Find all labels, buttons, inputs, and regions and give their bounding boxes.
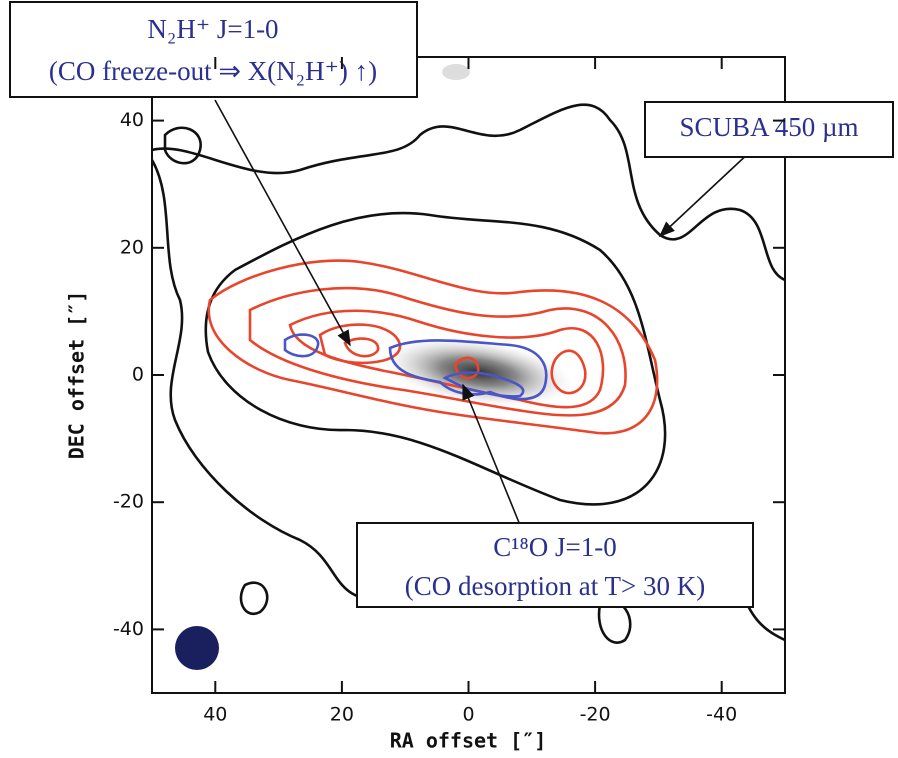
y-tick-label: -20: [113, 491, 144, 513]
beam: [175, 626, 219, 670]
figure: RA offset [″] DEC offset [″] N₂H⁺ J=1-0 …: [0, 0, 898, 758]
x-tick-label: 40: [203, 704, 227, 726]
arrow: [660, 150, 752, 236]
arrow: [215, 100, 350, 345]
x-tick-label: 20: [330, 704, 354, 726]
annotation: C¹⁸O J=1-0: [493, 532, 617, 562]
annotation: (CO freeze-out ⇒ X(N₂H⁺) ↑): [49, 56, 377, 86]
y-tick-label: 20: [120, 236, 144, 258]
annotation: N₂H⁺ J=1-0: [147, 14, 278, 44]
x-axis-label: RA offset [″]: [390, 729, 547, 753]
annotation: (CO desorption at T> 30 K): [405, 571, 705, 601]
dust-emission: [442, 64, 470, 80]
x-tick-label: 0: [462, 704, 474, 726]
contour: [345, 339, 378, 357]
x-tick-label: -20: [580, 704, 611, 726]
annotation: SCUBA 450 µm: [679, 112, 858, 142]
y-tick-label: 0: [132, 364, 144, 386]
y-axis-label: DEC offset [″]: [65, 291, 89, 460]
y-tick-label: -40: [113, 618, 144, 640]
y-tick-label: 40: [120, 109, 144, 131]
x-tick-label: -40: [706, 704, 737, 726]
